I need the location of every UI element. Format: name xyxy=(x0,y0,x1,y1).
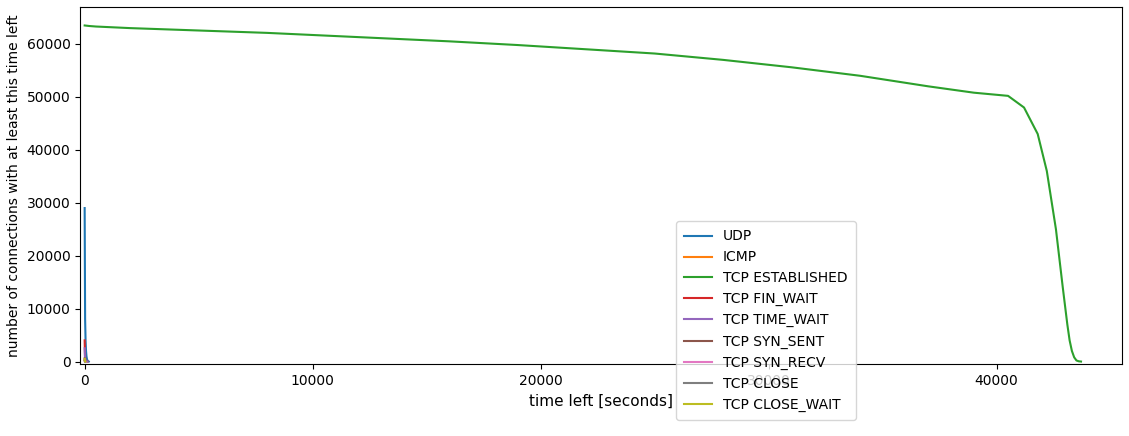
TCP ESTABLISHED xyxy=(921,84,935,89)
TCP CLOSE_WAIT xyxy=(78,358,91,363)
ICMP xyxy=(78,358,91,363)
TCP ESTABLISHED xyxy=(1060,322,1074,327)
TCP ESTABLISHED xyxy=(100,24,114,30)
UDP xyxy=(81,358,95,364)
Legend: UDP, ICMP, TCP ESTABLISHED, TCP FIN_WAIT, TCP TIME_WAIT, TCP SYN_SENT, TCP SYN_R: UDP, ICMP, TCP ESTABLISHED, TCP FIN_WAIT… xyxy=(676,221,856,420)
TCP SYN_SENT xyxy=(78,358,91,363)
TCP TIME_WAIT xyxy=(78,346,91,351)
ICMP xyxy=(78,358,91,364)
TCP ESTABLISHED xyxy=(215,29,228,34)
TCP SYN_RECV xyxy=(78,359,91,364)
TCP ESTABLISHED xyxy=(1049,227,1062,232)
TCP ESTABLISHED xyxy=(1056,285,1069,290)
TCP ESTABLISHED xyxy=(375,36,388,41)
TCP CLOSE xyxy=(78,358,91,364)
TCP ESTABLISHED xyxy=(648,51,662,56)
TCP FIN_WAIT xyxy=(78,338,91,343)
TCP ESTABLISHED xyxy=(169,27,183,32)
UDP xyxy=(82,359,96,364)
TCP ESTABLISHED xyxy=(1065,348,1078,354)
UDP xyxy=(80,356,94,361)
TCP FIN_WAIT xyxy=(78,348,91,354)
Line: TCP TIME_WAIT: TCP TIME_WAIT xyxy=(85,348,87,361)
TCP ESTABLISHED xyxy=(1040,168,1053,174)
TCP FIN_WAIT xyxy=(78,355,91,360)
Y-axis label: number of connections with at least this time left: number of connections with at least this… xyxy=(7,14,21,357)
TCP ESTABLISHED xyxy=(78,23,91,28)
TCP ESTABLISHED xyxy=(579,47,593,52)
Line: TCP FIN_WAIT: TCP FIN_WAIT xyxy=(85,341,87,361)
TCP FIN_WAIT xyxy=(79,358,93,363)
TCP ESTABLISHED xyxy=(968,90,981,95)
Line: TCP ESTABLISHED: TCP ESTABLISHED xyxy=(85,25,1080,361)
TCP ESTABLISHED xyxy=(306,32,320,37)
TCP ESTABLISHED xyxy=(443,39,456,44)
ICMP xyxy=(79,359,93,364)
TCP ESTABLISHED xyxy=(1071,359,1085,364)
TCP SYN_SENT xyxy=(78,356,91,361)
TCP ESTABLISHED xyxy=(1001,93,1015,99)
TCP CLOSE xyxy=(78,359,91,364)
TCP ESTABLISHED xyxy=(1074,359,1087,364)
UDP xyxy=(78,317,91,322)
TCP TIME_WAIT xyxy=(79,359,93,364)
TCP ESTABLISHED xyxy=(261,30,274,35)
UDP xyxy=(79,338,93,343)
TCP ESTABLISHED xyxy=(716,57,729,62)
TCP SYN_SENT xyxy=(78,359,91,364)
TCP CLOSE_WAIT xyxy=(78,358,91,364)
TCP ESTABLISHED xyxy=(1031,131,1044,136)
TCP SYN_SENT xyxy=(78,358,91,364)
TCP ESTABLISHED xyxy=(123,25,137,31)
TCP TIME_WAIT xyxy=(78,357,91,362)
ICMP xyxy=(78,359,91,364)
TCP SYN_SENT xyxy=(79,359,93,364)
TCP ESTABLISHED xyxy=(785,65,798,70)
TCP ESTABLISHED xyxy=(511,42,525,48)
Line: UDP: UDP xyxy=(85,208,89,361)
TCP SYN_RECV xyxy=(78,357,91,362)
TCP CLOSE xyxy=(78,358,91,363)
TCP ESTABLISHED xyxy=(1069,358,1083,363)
TCP ESTABLISHED xyxy=(1062,338,1076,343)
UDP xyxy=(78,205,91,211)
TCP ESTABLISHED xyxy=(854,73,867,78)
TCP ESTABLISHED xyxy=(82,24,96,29)
UDP xyxy=(79,348,93,354)
TCP SYN_RECV xyxy=(78,358,91,363)
TCP SYN_RECV xyxy=(78,359,91,364)
UDP xyxy=(80,358,94,363)
TCP FIN_WAIT xyxy=(79,359,93,364)
TCP CLOSE_WAIT xyxy=(78,356,91,361)
TCP FIN_WAIT xyxy=(80,359,94,364)
UDP xyxy=(80,354,94,359)
TCP CLOSE_WAIT xyxy=(79,359,93,364)
TCP ESTABLISHED xyxy=(89,24,103,29)
TCP ESTABLISHED xyxy=(1067,355,1080,360)
TCP TIME_WAIT xyxy=(78,354,91,359)
TCP TIME_WAIT xyxy=(80,359,94,364)
X-axis label: time left [seconds]: time left [seconds] xyxy=(530,393,673,409)
TCP ESTABLISHED xyxy=(1017,105,1031,110)
TCP TIME_WAIT xyxy=(79,358,93,363)
